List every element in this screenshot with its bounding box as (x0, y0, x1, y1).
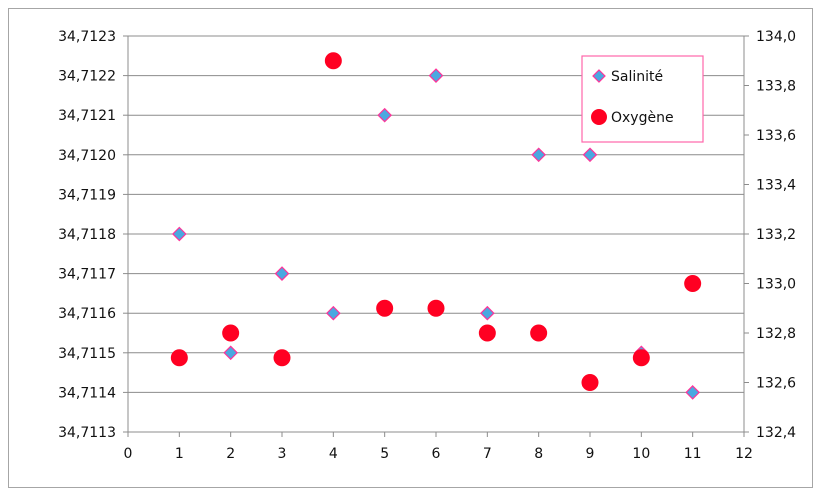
x-tick-label: 9 (586, 446, 595, 462)
left-tick-label: 34,7115 (58, 346, 116, 362)
axes (123, 35, 749, 437)
right-tick-label: 132,4 (756, 425, 796, 441)
left-tick-label: 34,7113 (58, 425, 116, 441)
right-tick-label: 134,0 (756, 29, 796, 45)
legend: Salinité Oxygène (581, 55, 704, 143)
x-tick-label: 6 (432, 446, 441, 462)
right-axis-ticks: 132,4 132,6 132,8 133,0 133,2 133,4 133,6 133,8… (756, 29, 796, 441)
right-tick-label: 133,8 (756, 79, 796, 95)
legend-box (581, 55, 704, 143)
left-tick-label: 34,7123 (58, 29, 116, 45)
oxygene-point (530, 324, 548, 342)
data-marks (170, 52, 702, 400)
salinite-legend-marker (592, 69, 606, 83)
oxygene-point (170, 349, 188, 367)
x-tick-label: 2 (226, 446, 235, 462)
left-tick-label: 34,7116 (58, 306, 116, 322)
left-tick-label: 34,7120 (58, 148, 116, 164)
left-tick-label: 34,7117 (58, 267, 116, 283)
oxygene-point (478, 324, 496, 342)
x-tick-label: 10 (632, 446, 650, 462)
legend-label: Salinité (611, 69, 663, 85)
salinite-point (171, 226, 187, 242)
x-axis-ticks: 0 1 2 3 4 5 6 7 8 9 10 11 12 (124, 446, 753, 462)
x-tick-label: 11 (684, 446, 702, 462)
oxygene-point (684, 275, 702, 292)
x-tick-label: 12 (735, 446, 753, 462)
x-tick-label: 4 (329, 446, 338, 462)
salinite-point (582, 147, 598, 163)
x-tick-label: 7 (483, 446, 492, 462)
oxygene-legend-marker (591, 109, 607, 125)
right-tick-label: 133,4 (756, 178, 796, 194)
salinite-point (377, 107, 393, 123)
oxygene-point (581, 374, 599, 391)
oxygene-point (324, 52, 342, 70)
left-tick-label: 34,7119 (58, 187, 116, 203)
x-tick-label: 1 (175, 446, 184, 462)
x-tick-label: 3 (278, 446, 287, 462)
salinite-point (428, 68, 444, 83)
salinite-point (685, 385, 701, 400)
salinite-point (531, 147, 547, 163)
oxygene-point (273, 349, 291, 367)
left-axis-ticks: 34,7113 34,7114 34,7115 34,7116 34,7117 34,71… (58, 29, 116, 441)
left-tick-label: 34,7121 (58, 108, 116, 124)
salinite-point (223, 345, 239, 361)
right-tick-label: 132,6 (756, 376, 796, 392)
salinite-point (479, 305, 495, 321)
right-tick-label: 133,0 (756, 277, 796, 293)
salinite-point (274, 266, 290, 281)
left-tick-label: 34,7114 (58, 385, 116, 401)
oxygene-point (632, 349, 650, 367)
left-tick-label: 34,7118 (58, 227, 116, 243)
x-tick-label: 0 (124, 446, 133, 462)
right-tick-label: 133,2 (756, 227, 796, 243)
legend-label: Oxygène (611, 110, 674, 126)
oxygene-point (222, 324, 240, 342)
left-tick-label: 34,7122 (58, 69, 116, 85)
oxygene-point (427, 299, 445, 317)
oxygene-point (376, 299, 394, 317)
x-tick-label: 8 (534, 446, 543, 462)
x-tick-label: 5 (380, 446, 389, 462)
right-tick-label: 133,6 (756, 128, 796, 144)
salinite-point (325, 305, 341, 321)
right-tick-label: 132,8 (756, 326, 796, 342)
